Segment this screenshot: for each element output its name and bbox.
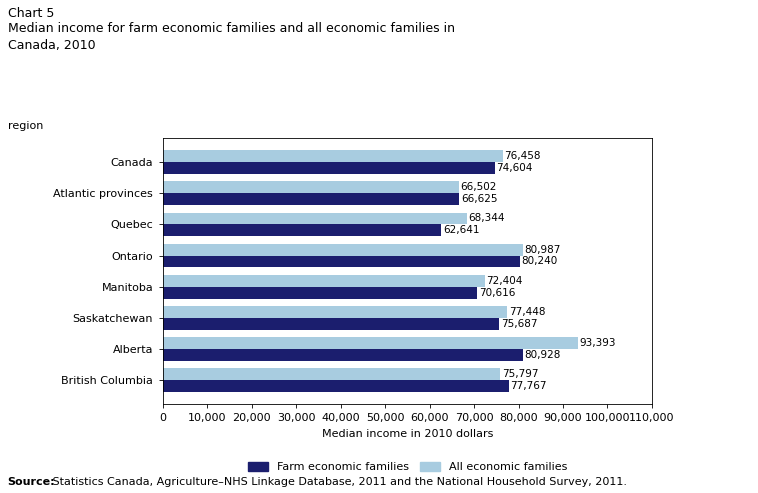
Text: 80,987: 80,987 <box>525 245 561 254</box>
Text: Chart 5: Chart 5 <box>8 7 54 20</box>
Text: 80,928: 80,928 <box>525 350 561 360</box>
Bar <box>163 306 507 318</box>
Bar <box>163 150 503 162</box>
Bar <box>163 255 519 267</box>
Bar <box>163 318 500 330</box>
Text: region: region <box>8 121 43 131</box>
Text: 72,404: 72,404 <box>487 276 523 286</box>
Legend: Farm economic families, All economic families: Farm economic families, All economic fam… <box>248 462 567 472</box>
Bar <box>163 287 477 299</box>
Bar <box>163 244 523 255</box>
Text: 66,625: 66,625 <box>461 194 497 204</box>
Text: 93,393: 93,393 <box>580 338 616 348</box>
Text: 75,797: 75,797 <box>502 369 538 380</box>
Text: Median income for farm economic families and all economic families in
Canada, 20: Median income for farm economic families… <box>8 22 455 52</box>
Bar <box>163 193 459 205</box>
Text: 74,604: 74,604 <box>496 163 533 173</box>
Text: 70,616: 70,616 <box>478 288 515 298</box>
Text: 66,502: 66,502 <box>460 182 496 192</box>
Bar <box>163 380 509 392</box>
Text: Statistics Canada, Agriculture–NHS Linkage Database, 2011 and the National House: Statistics Canada, Agriculture–NHS Linka… <box>49 477 628 487</box>
Text: 76,458: 76,458 <box>505 151 541 161</box>
Text: 77,448: 77,448 <box>509 307 546 317</box>
Text: Source:: Source: <box>8 477 55 487</box>
Bar <box>163 275 485 287</box>
Bar <box>163 181 459 193</box>
Bar <box>163 368 500 380</box>
X-axis label: Median income in 2010 dollars: Median income in 2010 dollars <box>321 429 493 439</box>
Text: 62,641: 62,641 <box>443 225 480 235</box>
Bar <box>163 337 578 349</box>
Bar <box>163 224 441 236</box>
Text: 75,687: 75,687 <box>501 319 537 329</box>
Bar <box>163 212 467 224</box>
Text: 80,240: 80,240 <box>522 256 558 267</box>
Text: 77,767: 77,767 <box>510 381 547 391</box>
Bar <box>163 162 494 174</box>
Bar <box>163 349 523 361</box>
Text: 68,344: 68,344 <box>468 213 505 223</box>
